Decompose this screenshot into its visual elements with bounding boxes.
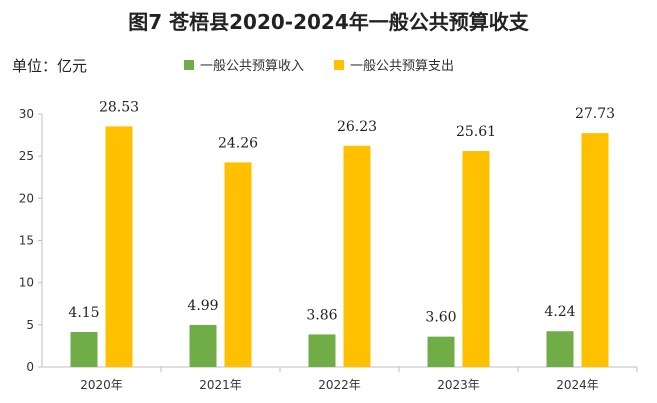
bar-expenditure <box>581 133 609 367</box>
data-label-expenditure: 27.73 <box>575 106 615 122</box>
legend-item-revenue: 一般公共预算收入 <box>184 55 304 74</box>
data-label-revenue: 4.99 <box>187 298 218 314</box>
y-tick-label: 10 <box>19 276 34 290</box>
x-tick-label: 2022年 <box>318 378 361 392</box>
data-label-revenue: 4.24 <box>544 304 575 320</box>
bar-expenditure <box>343 145 371 367</box>
y-tick-label: 15 <box>19 234 34 248</box>
y-tick-label: 0 <box>26 360 34 374</box>
data-label-expenditure: 24.26 <box>218 135 258 151</box>
bar-revenue <box>546 331 574 367</box>
chart-title: 图7 苍梧县2020-2024年一般公共预算收支 <box>128 10 529 34</box>
bar-expenditure <box>105 126 133 367</box>
bar-revenue <box>308 334 336 367</box>
bar-revenue <box>189 324 217 367</box>
unit-label: 单位：亿元 <box>12 57 88 75</box>
bar-expenditure <box>224 162 252 367</box>
legend: 一般公共预算收入 一般公共预算支出 <box>184 55 454 74</box>
legend-swatch-expenditure <box>334 59 345 70</box>
x-tick-label: 2023年 <box>437 378 480 392</box>
x-tick-label: 2021年 <box>199 378 242 392</box>
bar-revenue <box>70 332 98 367</box>
bar-revenue <box>427 336 455 367</box>
legend-label-revenue: 一般公共预算收入 <box>200 59 305 74</box>
data-label-expenditure: 26.23 <box>337 119 377 135</box>
legend-swatch-revenue <box>184 59 194 70</box>
data-label-revenue: 4.15 <box>68 305 99 321</box>
legend-item-expenditure: 一般公共预算支出 <box>334 55 454 74</box>
data-label-expenditure: 28.53 <box>99 99 139 115</box>
data-label-expenditure: 25.61 <box>456 124 496 140</box>
y-tick-label: 30 <box>19 107 34 121</box>
y-tick-label: 20 <box>19 191 34 205</box>
legend-label-expenditure: 一般公共预算支出 <box>350 59 455 74</box>
x-tick-label: 2024年 <box>556 378 599 392</box>
data-label-revenue: 3.60 <box>425 310 456 326</box>
y-tick-label: 5 <box>26 318 34 332</box>
bar-expenditure <box>462 151 490 367</box>
x-tick-label: 2020年 <box>80 378 123 392</box>
y-tick-label: 25 <box>19 149 34 163</box>
data-label-revenue: 3.86 <box>306 307 337 323</box>
